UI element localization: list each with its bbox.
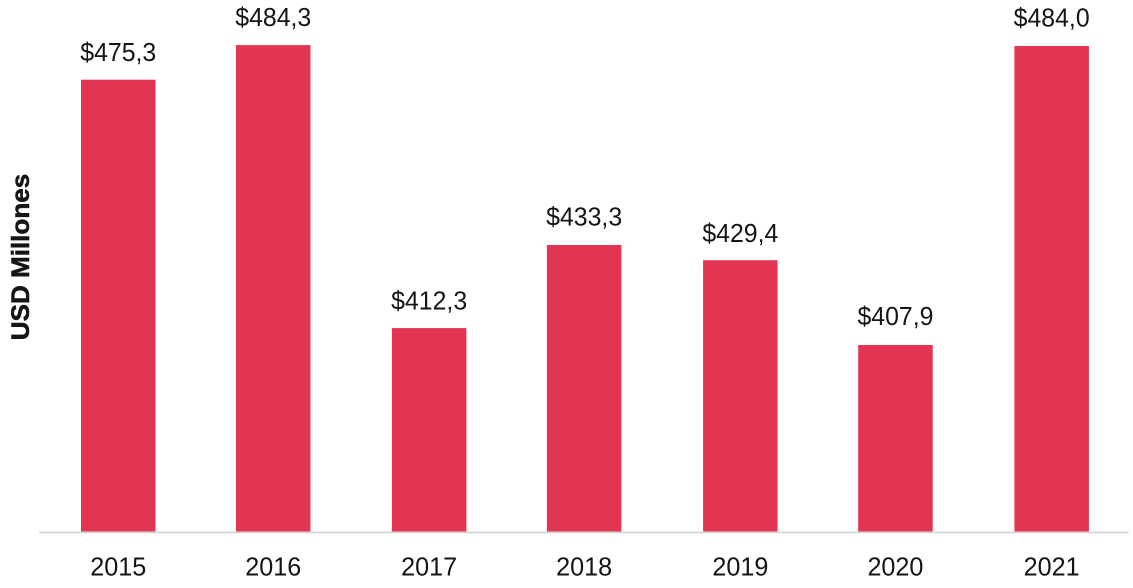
svg-text:2018: 2018 xyxy=(556,552,612,582)
svg-text:$407,9: $407,9 xyxy=(857,301,933,331)
svg-text:2019: 2019 xyxy=(712,552,768,582)
svg-text:2017: 2017 xyxy=(401,552,457,582)
svg-text:$484,0: $484,0 xyxy=(1014,2,1090,32)
svg-text:2021: 2021 xyxy=(1024,552,1080,582)
svg-text:2016: 2016 xyxy=(245,552,301,582)
svg-text:$484,3: $484,3 xyxy=(235,2,311,32)
svg-text:USD Millones: USD Millones xyxy=(7,174,35,341)
svg-text:2015: 2015 xyxy=(90,552,146,582)
svg-text:$412,3: $412,3 xyxy=(391,285,467,315)
svg-text:$475,3: $475,3 xyxy=(80,37,156,67)
svg-text:2020: 2020 xyxy=(867,552,923,582)
svg-text:$433,3: $433,3 xyxy=(546,202,622,232)
svg-text:$429,4: $429,4 xyxy=(702,218,778,248)
